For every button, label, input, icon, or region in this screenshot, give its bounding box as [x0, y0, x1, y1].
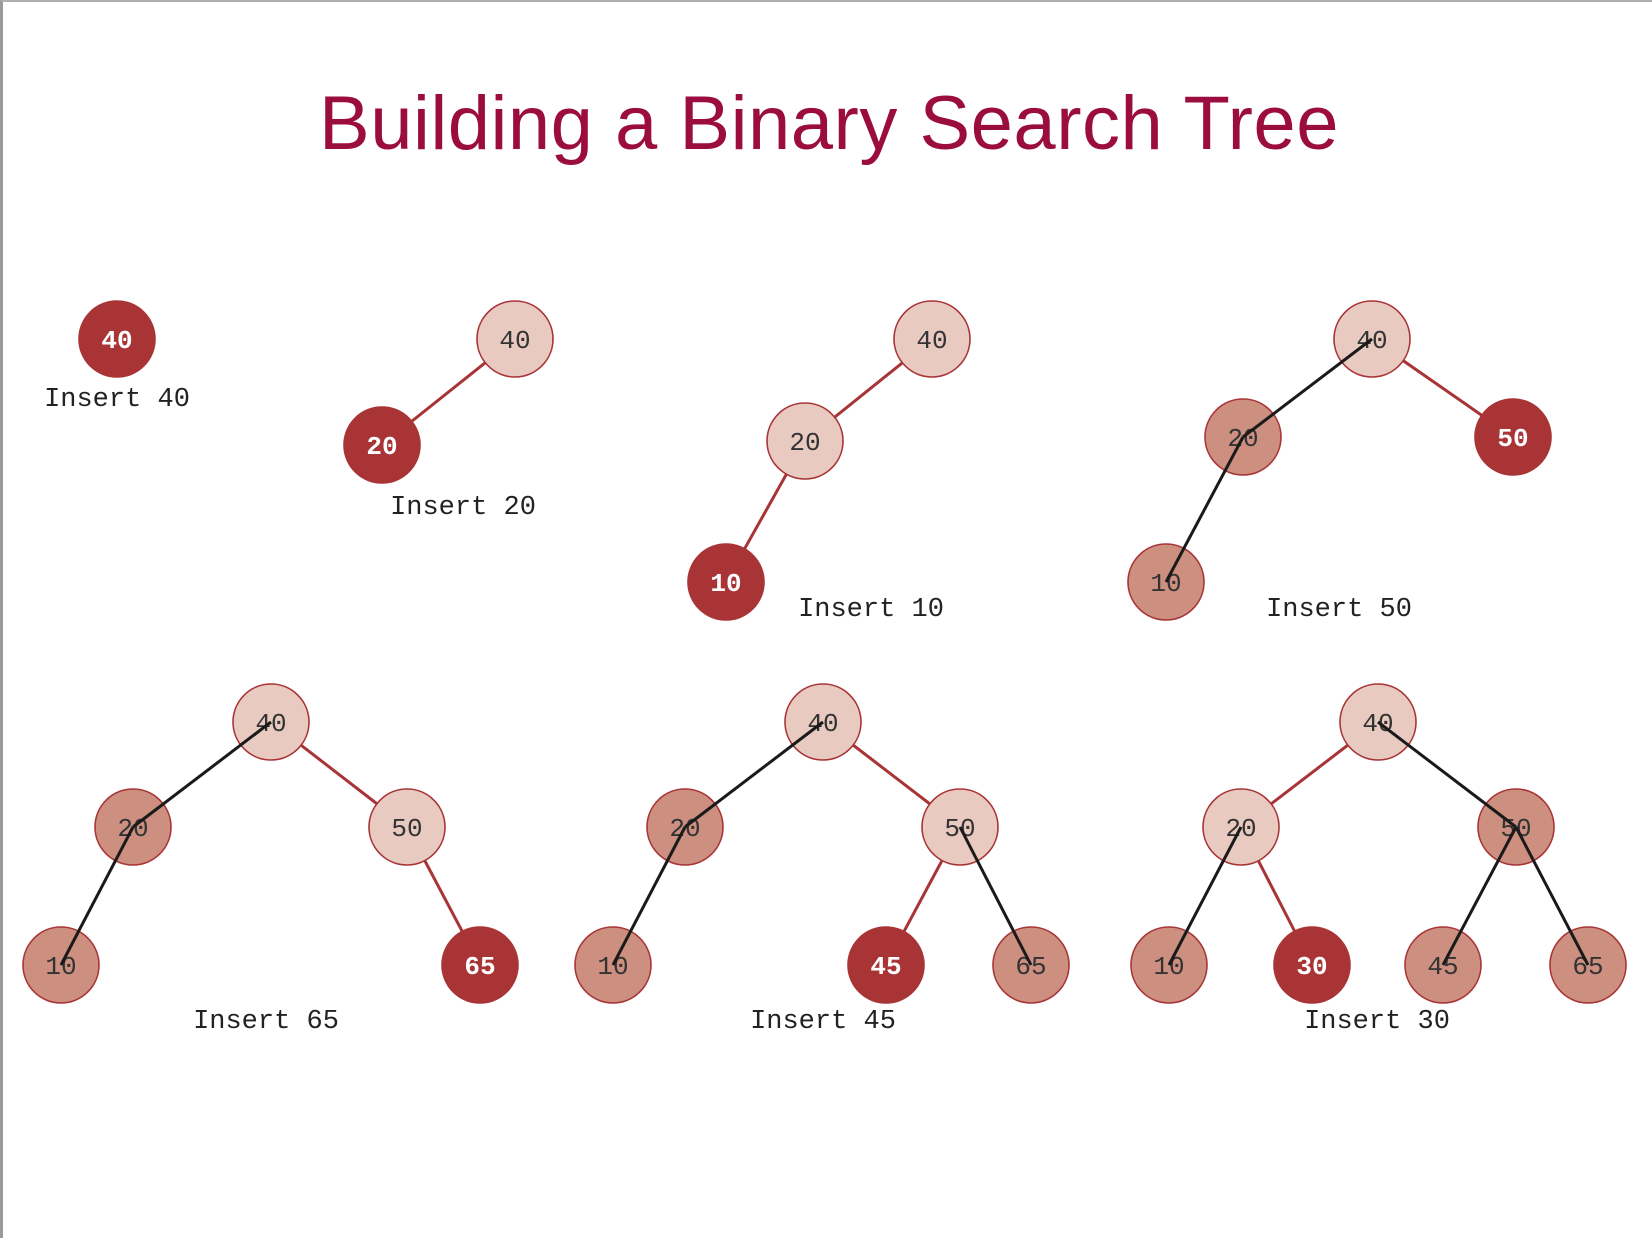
node-value: 40	[1362, 709, 1393, 739]
node-circle	[847, 926, 925, 1004]
step-4: 40201050Insert 50	[1127, 300, 1552, 625]
tree-node-40: 40	[476, 300, 554, 378]
step-3: 40 20 10 Insert 10	[687, 300, 971, 625]
node-value: 40	[1356, 326, 1387, 356]
node-value: 10	[710, 569, 741, 599]
node-value: 20	[366, 432, 397, 462]
step-caption: Insert 40	[44, 385, 190, 415]
step-1: 40 Insert 40	[44, 300, 190, 415]
node-value: 30	[1296, 952, 1327, 982]
node-value: 65	[1572, 952, 1603, 982]
node-circle	[441, 926, 519, 1004]
traversal-edge-40-20	[132, 720, 272, 829]
node-circle	[766, 402, 844, 480]
tree-node-20: 20	[766, 402, 844, 480]
node-circle	[1474, 398, 1552, 476]
tree-node-20: 20	[343, 406, 421, 484]
tree-node-40: 40	[78, 300, 156, 378]
step-caption: Insert 50	[1266, 595, 1412, 625]
step-5: 4020501065Insert 65	[22, 683, 519, 1037]
node-value: 50	[1497, 424, 1528, 454]
traversal-edge-20-10	[1164, 436, 1245, 583]
node-value: 65	[464, 952, 495, 982]
traversal-edge-40-50	[1377, 720, 1517, 829]
tree-node-45: 45	[1404, 926, 1482, 1004]
tree-node-10: 10	[687, 543, 765, 621]
step-caption: Insert 45	[750, 1007, 896, 1037]
node-value: 45	[870, 952, 901, 982]
step-6: 402050104565Insert 45	[574, 683, 1070, 1037]
node-value: 40	[916, 326, 947, 356]
page-title: Building a Binary Search Tree	[319, 81, 1339, 166]
step-caption: Insert 65	[193, 1007, 339, 1037]
traversal-edge-20-10	[611, 826, 687, 966]
traversal-edge-20-10	[59, 826, 135, 966]
traversal-edge-40-20	[684, 720, 824, 829]
tree-node-40: 40	[893, 300, 971, 378]
traversal-edge-20-10	[1167, 826, 1243, 966]
node-value: 40	[255, 709, 286, 739]
node-value: 20	[789, 428, 820, 458]
node-value: 40	[807, 709, 838, 739]
node-value: 10	[1150, 569, 1181, 599]
traversal-edge-40-20	[1242, 337, 1373, 439]
node-circle	[476, 300, 554, 378]
tree-node-50: 50	[368, 788, 446, 866]
tree-node-50: 50	[1474, 398, 1552, 476]
step-caption: Insert 30	[1304, 1007, 1450, 1037]
step-2: 40 20 Insert 20	[343, 300, 554, 523]
step-caption: Insert 20	[390, 493, 536, 523]
node-value: 45	[1427, 952, 1458, 982]
traversal-edge-50-65	[958, 826, 1033, 966]
traversal-edge-50-65	[1514, 826, 1590, 966]
tree-node-30: 30	[1273, 926, 1351, 1004]
traversal-edge-50-45	[1441, 826, 1518, 966]
node-value: 10	[1153, 952, 1184, 982]
node-value: 40	[101, 326, 132, 356]
tree-node-45: 45	[847, 926, 925, 1004]
node-circle	[687, 543, 765, 621]
node-circle	[893, 300, 971, 378]
tree-node-65: 65	[441, 926, 519, 1004]
node-circle	[343, 406, 421, 484]
node-value: 50	[391, 814, 422, 844]
node-value: 10	[597, 952, 628, 982]
step-caption: Insert 10	[798, 595, 944, 625]
node-value: 40	[499, 326, 530, 356]
node-value: 65	[1015, 952, 1046, 982]
node-circle	[1273, 926, 1351, 1004]
node-value: 10	[45, 952, 76, 982]
step-7: 40205010304565Insert 30	[1130, 683, 1627, 1037]
node-circle	[78, 300, 156, 378]
node-circle	[368, 788, 446, 866]
